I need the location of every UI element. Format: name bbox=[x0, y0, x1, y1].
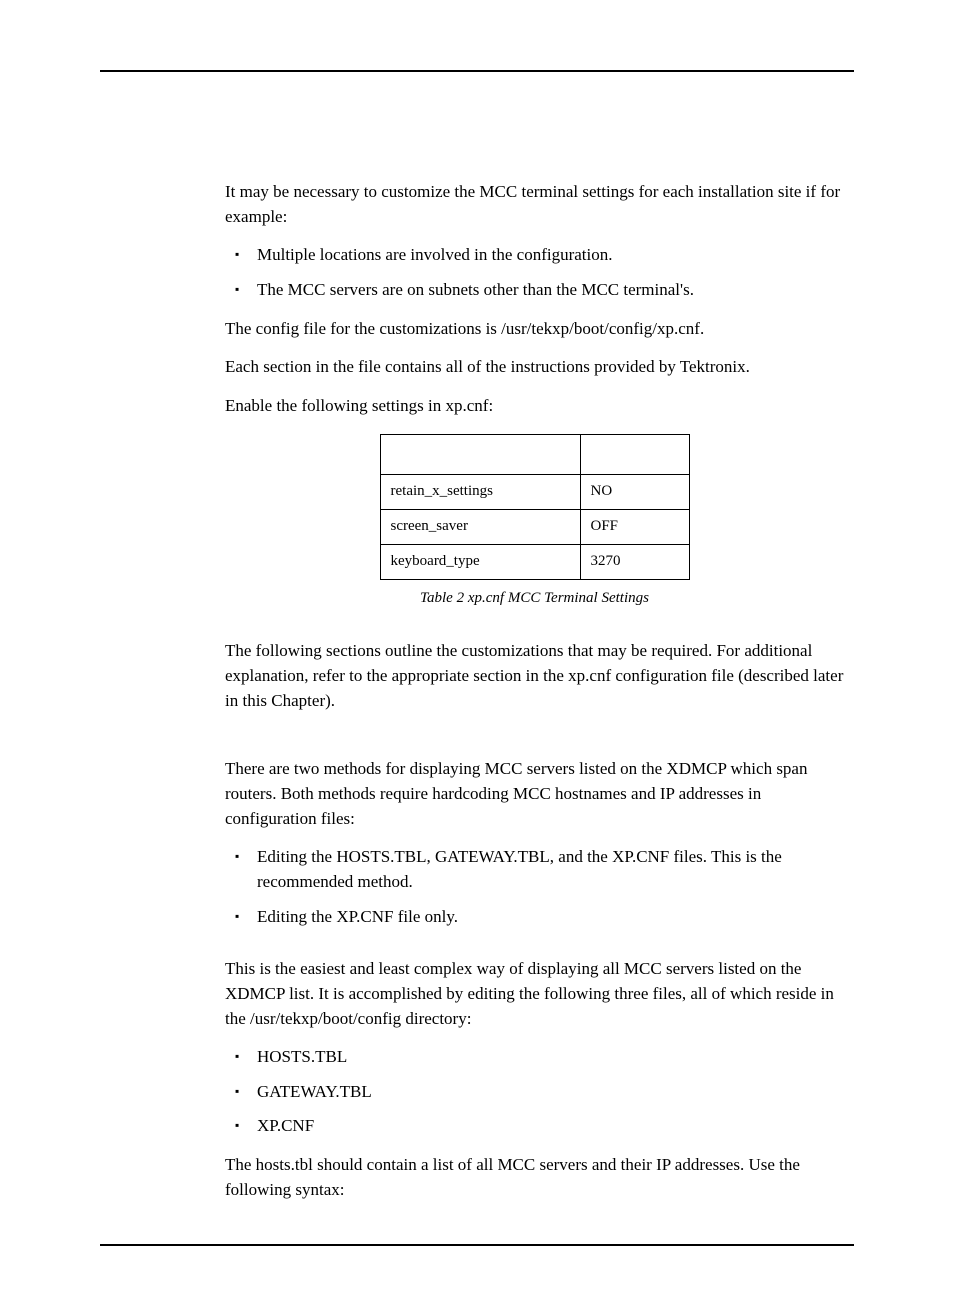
methods-paragraph: There are two methods for displaying MCC… bbox=[225, 757, 844, 831]
list-item: Editing the XP.CNF file only. bbox=[225, 905, 844, 930]
intro-bullet-list: Multiple locations are involved in the c… bbox=[225, 243, 844, 302]
intro-paragraph-3: Each section in the file contains all of… bbox=[225, 355, 844, 380]
list-item: HOSTS.TBL bbox=[225, 1045, 844, 1070]
intro-paragraph-2: The config file for the customizations i… bbox=[225, 317, 844, 342]
table-row: retain_x_settings NO bbox=[380, 475, 689, 510]
table-cell-setting: keyboard_type bbox=[380, 544, 580, 579]
mid-paragraph: The following sections outline the custo… bbox=[225, 639, 844, 713]
table-cell-setting: retain_x_settings bbox=[380, 475, 580, 510]
page-bottom-divider bbox=[100, 1244, 854, 1246]
table-cell-setting: screen_saver bbox=[380, 510, 580, 545]
list-item: XP.CNF bbox=[225, 1114, 844, 1139]
table-cell-value: 3270 bbox=[580, 544, 689, 579]
files-bullet-list: HOSTS.TBL GATEWAY.TBL XP.CNF bbox=[225, 1045, 844, 1139]
table-caption: Table 2 xp.cnf MCC Terminal Settings bbox=[225, 588, 844, 610]
easiest-paragraph-1: This is the easiest and least complex wa… bbox=[225, 957, 844, 1031]
table-cell-value: OFF bbox=[580, 510, 689, 545]
table-cell-value: NO bbox=[580, 475, 689, 510]
page-content: It may be necessary to customize the MCC… bbox=[225, 60, 844, 1202]
intro-paragraph-1: It may be necessary to customize the MCC… bbox=[225, 180, 844, 229]
table-header-setting bbox=[380, 435, 580, 475]
list-item: The MCC servers are on subnets other tha… bbox=[225, 278, 844, 303]
table-row: screen_saver OFF bbox=[380, 510, 689, 545]
easiest-paragraph-2: The hosts.tbl should contain a list of a… bbox=[225, 1153, 844, 1202]
list-item: Multiple locations are involved in the c… bbox=[225, 243, 844, 268]
list-item: GATEWAY.TBL bbox=[225, 1080, 844, 1105]
intro-paragraph-4: Enable the following settings in xp.cnf: bbox=[225, 394, 844, 419]
settings-table: retain_x_settings NO screen_saver OFF ke… bbox=[380, 434, 690, 579]
table-row: keyboard_type 3270 bbox=[380, 544, 689, 579]
page-top-divider bbox=[100, 70, 854, 72]
table-header-value bbox=[580, 435, 689, 475]
methods-bullet-list: Editing the HOSTS.TBL, GATEWAY.TBL, and … bbox=[225, 845, 844, 929]
list-item: Editing the HOSTS.TBL, GATEWAY.TBL, and … bbox=[225, 845, 844, 894]
